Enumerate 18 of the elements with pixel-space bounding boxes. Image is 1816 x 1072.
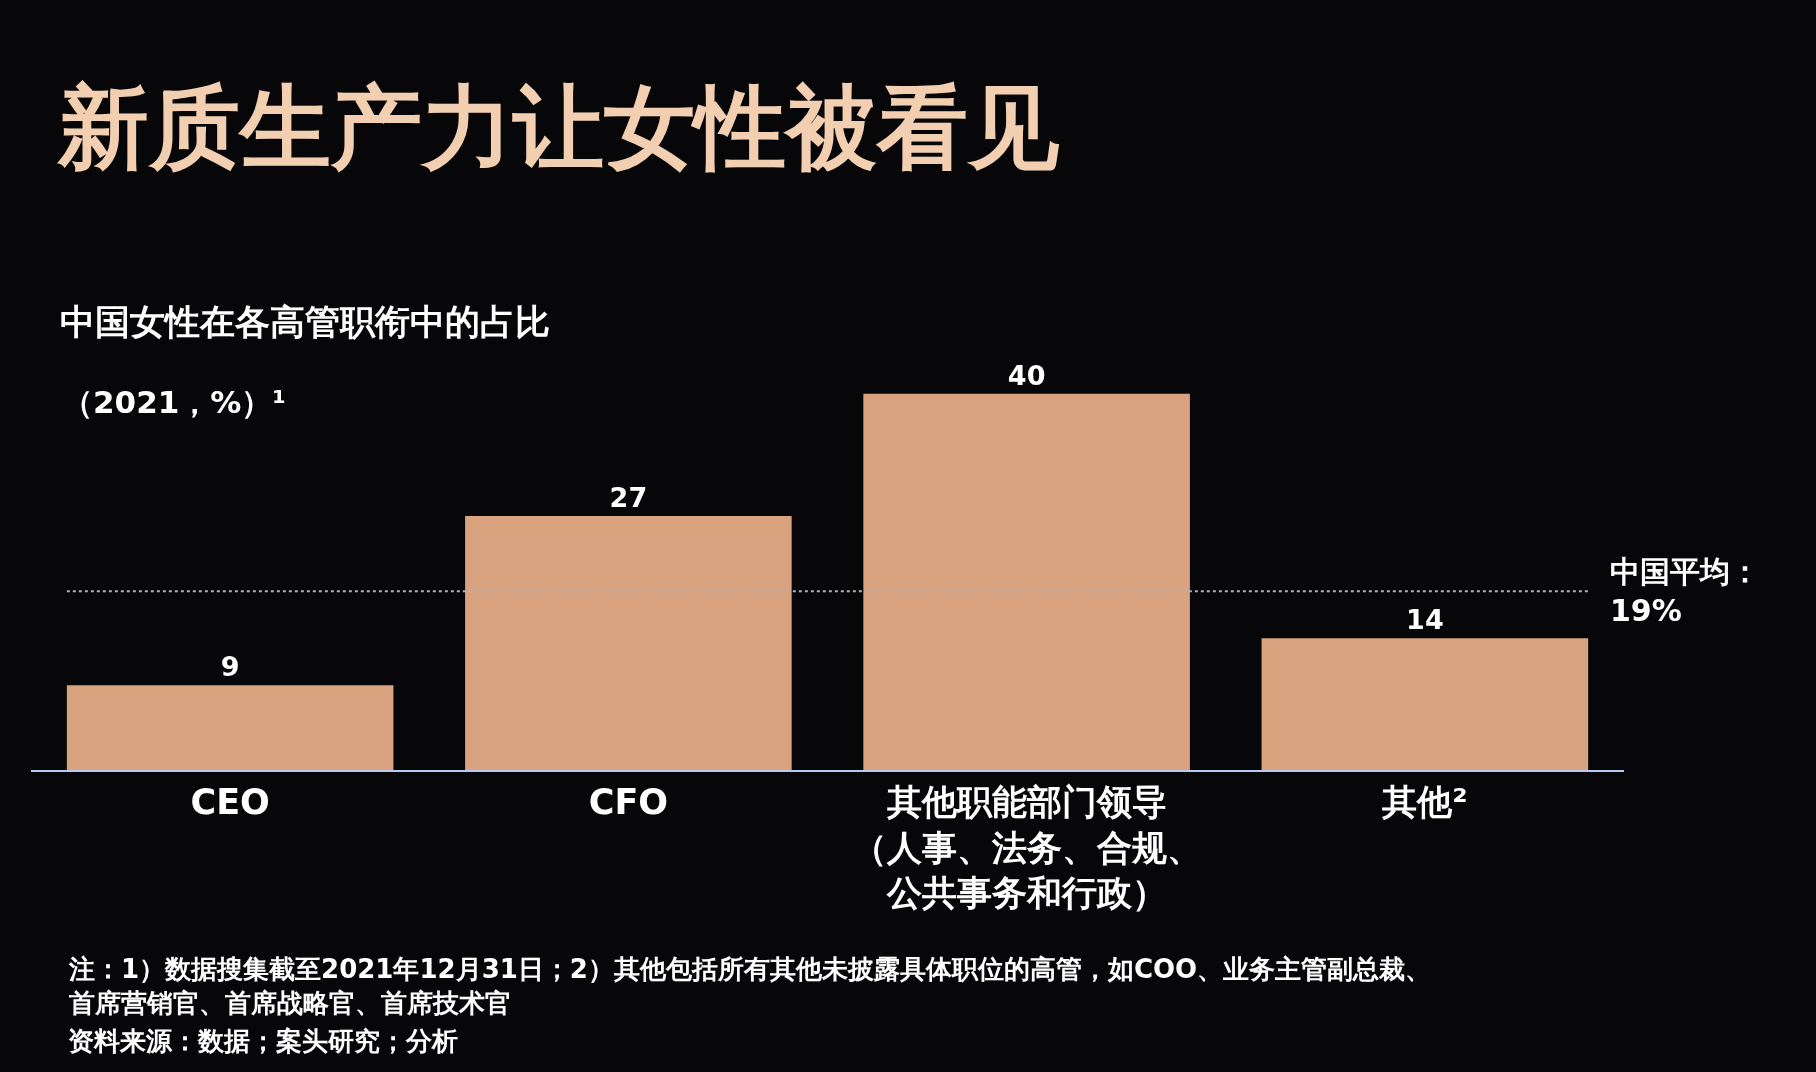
y-axis-title: （2021，%）¹ xyxy=(62,384,286,420)
text: 注：1）数据搜集截至2021年12月31日；2）其他包括所有其他未披露具体职位的高管，如COO、业务主管副总裁、首席营销官、首席战略官、首席技术官 xyxy=(68,954,1432,1018)
x-tick-label: CEO xyxy=(190,782,270,822)
data-label: 40 xyxy=(1007,359,1046,391)
data-label: 14 xyxy=(1406,604,1444,636)
chart-subtitle: 中国女性在各高管职衔中的占比 xyxy=(60,302,550,342)
ref-line-label: 中国平均：19% xyxy=(1610,554,1760,628)
data-label: 9 xyxy=(220,651,240,683)
bar xyxy=(1261,638,1589,770)
chart-title: 新质生产力让女性被看见 xyxy=(57,74,1060,180)
data-label: 27 xyxy=(609,482,648,514)
bar xyxy=(863,393,1190,770)
bar xyxy=(66,685,394,770)
text: 资料来源：数据；案头研究；分析 xyxy=(68,1026,458,1056)
x-tick-label: CFO xyxy=(588,782,669,822)
bar xyxy=(465,516,792,770)
x-tick-label: 其他² xyxy=(1381,782,1468,822)
x-tick-label: 其他职能部门领导（人事、法务、合规、公共事务和行政） xyxy=(851,782,1202,913)
